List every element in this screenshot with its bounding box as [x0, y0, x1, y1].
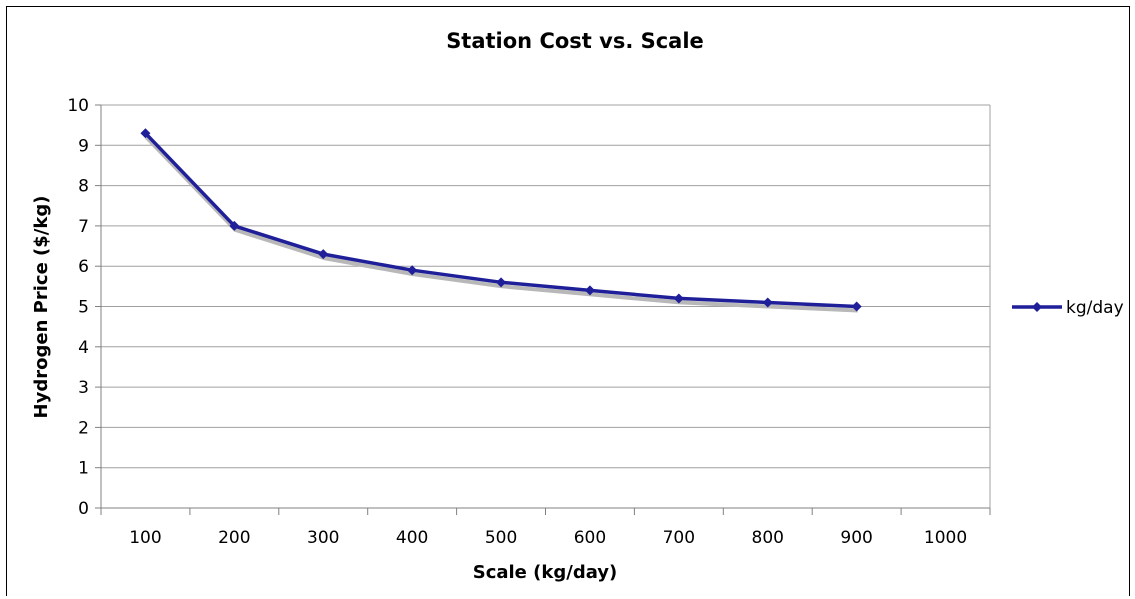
- data-point: [318, 249, 329, 260]
- x-tick-label: 1000: [924, 528, 967, 548]
- data-point: [673, 293, 684, 304]
- x-tick-label: 100: [129, 528, 161, 548]
- y-axis-label: Hydrogen Price ($/kg): [31, 196, 52, 419]
- y-tick-label: 0: [78, 499, 89, 519]
- axes: [95, 104, 991, 515]
- y-tick-label: 8: [78, 177, 89, 197]
- chart-frame: [6, 6, 1130, 596]
- y-tick-label: 2: [78, 418, 89, 438]
- gridlines: [101, 104, 990, 469]
- data-point: [584, 285, 595, 296]
- x-tick-label: 600: [574, 528, 606, 548]
- x-tick-labels: 100 200 300 400 500 600 700 800 900 1000: [129, 528, 967, 548]
- data-point: [229, 220, 240, 231]
- y-tick-label: 10: [67, 96, 89, 116]
- series-line-shadow: [144, 135, 858, 313]
- x-tick-label: 700: [663, 528, 695, 548]
- data-point: [407, 265, 418, 276]
- y-tick-label: 1: [78, 459, 89, 479]
- y-tick-label: 6: [78, 257, 89, 277]
- x-tick-label: 300: [307, 528, 339, 548]
- x-tick-label: 800: [752, 528, 784, 548]
- x-tick-label: 900: [840, 528, 872, 548]
- data-point: [851, 301, 862, 312]
- legend-marker-icon: [1032, 302, 1042, 312]
- y-tick-labels: 0 1 2 3 4 5 6 7 8 9 10: [67, 96, 89, 519]
- x-tick-label: 400: [396, 528, 428, 548]
- x-axis-label: Scale (kg/day): [473, 562, 618, 583]
- legend-entry-kg-day: kg/day: [1066, 298, 1124, 318]
- x-tick-label: 200: [218, 528, 250, 548]
- chart-title: Station Cost vs. Scale: [446, 29, 704, 53]
- y-tick-label: 3: [78, 378, 89, 398]
- y-tick-label: 9: [78, 136, 89, 156]
- y-tick-label: 5: [78, 298, 89, 318]
- data-point: [762, 297, 773, 308]
- y-tick-label: 4: [78, 338, 89, 358]
- data-point: [140, 128, 151, 139]
- data-point: [496, 277, 507, 288]
- legend: kg/day: [1012, 298, 1124, 318]
- x-tick-label: 500: [485, 528, 517, 548]
- y-tick-label: 7: [78, 217, 89, 237]
- series-kg-day: [140, 128, 862, 313]
